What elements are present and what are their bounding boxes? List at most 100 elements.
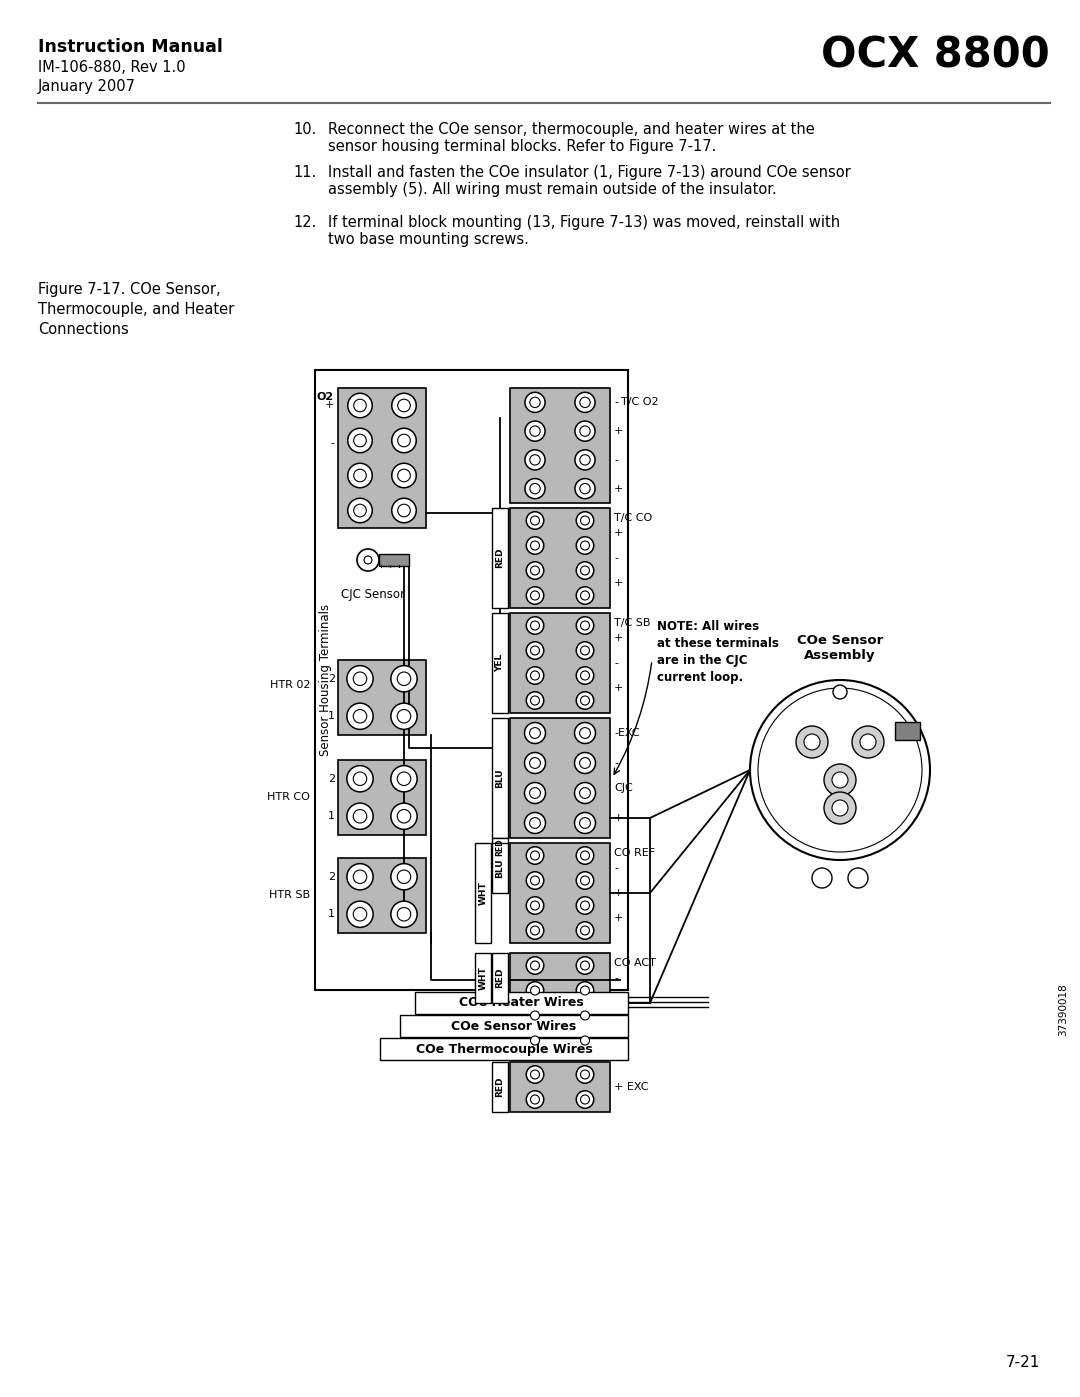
Bar: [510, 509, 610, 608]
Text: 7-21: 7-21: [1005, 1355, 1040, 1370]
Circle shape: [530, 541, 540, 550]
Circle shape: [580, 788, 591, 799]
Circle shape: [391, 703, 417, 729]
Text: WHT: WHT: [478, 882, 487, 905]
Circle shape: [525, 722, 545, 743]
Circle shape: [577, 1032, 594, 1049]
Circle shape: [397, 710, 410, 724]
Text: Reconnect the COe sensor, thermocouple, and heater wires at the
sensor housing t: Reconnect the COe sensor, thermocouple, …: [328, 122, 814, 155]
Circle shape: [581, 671, 590, 680]
Circle shape: [804, 733, 820, 750]
Circle shape: [526, 641, 543, 659]
Text: YEL: YEL: [496, 654, 504, 672]
Circle shape: [581, 622, 590, 630]
Text: COe Sensor Wires: COe Sensor Wires: [451, 1020, 577, 1032]
Circle shape: [526, 616, 543, 634]
Circle shape: [812, 868, 832, 888]
Circle shape: [577, 666, 594, 685]
Text: +: +: [615, 888, 623, 898]
Circle shape: [581, 961, 590, 970]
Circle shape: [581, 901, 590, 909]
Circle shape: [832, 800, 848, 816]
Circle shape: [577, 957, 594, 974]
Circle shape: [397, 672, 410, 686]
Text: CJC Sensor: CJC Sensor: [341, 588, 405, 601]
Text: +: +: [615, 813, 623, 823]
Text: RED: RED: [496, 968, 504, 988]
Circle shape: [397, 773, 410, 785]
Circle shape: [526, 692, 543, 710]
Circle shape: [530, 591, 540, 599]
Bar: [492, 842, 508, 893]
Circle shape: [526, 587, 543, 605]
Circle shape: [750, 680, 930, 861]
Circle shape: [577, 1091, 594, 1108]
Circle shape: [577, 872, 594, 890]
Text: -: -: [615, 972, 618, 983]
Circle shape: [530, 1070, 540, 1078]
Circle shape: [577, 616, 594, 634]
Circle shape: [575, 479, 595, 499]
Circle shape: [525, 782, 545, 803]
Circle shape: [364, 556, 372, 564]
Text: 2: 2: [328, 872, 335, 882]
Bar: [338, 659, 426, 735]
Text: -EXC: -EXC: [615, 728, 639, 738]
Text: COe Heater Wires: COe Heater Wires: [459, 996, 584, 1010]
Circle shape: [397, 809, 410, 823]
Circle shape: [580, 728, 591, 739]
Circle shape: [526, 666, 543, 685]
Circle shape: [575, 722, 595, 743]
Text: COe Sensor
Assembly: COe Sensor Assembly: [797, 634, 883, 662]
Circle shape: [525, 393, 545, 412]
Circle shape: [852, 726, 885, 759]
Circle shape: [526, 1032, 543, 1049]
Circle shape: [833, 685, 847, 698]
Text: -: -: [330, 439, 334, 448]
Circle shape: [860, 733, 876, 750]
Circle shape: [392, 429, 416, 453]
Text: +: +: [615, 483, 623, 495]
Circle shape: [530, 901, 540, 909]
Circle shape: [530, 696, 540, 705]
Circle shape: [580, 454, 590, 465]
Bar: [492, 838, 508, 856]
Text: +: +: [615, 426, 623, 436]
Circle shape: [526, 511, 543, 529]
Text: +: +: [325, 400, 334, 409]
Circle shape: [530, 566, 540, 576]
Circle shape: [581, 986, 590, 995]
Circle shape: [577, 982, 594, 999]
Circle shape: [577, 847, 594, 865]
Circle shape: [575, 393, 595, 412]
Bar: [400, 1016, 627, 1037]
Circle shape: [347, 863, 373, 890]
Text: WHT: WHT: [478, 967, 487, 990]
Circle shape: [530, 986, 540, 995]
Circle shape: [580, 397, 590, 408]
Text: T/C CO: T/C CO: [615, 513, 652, 522]
Circle shape: [529, 757, 540, 768]
Circle shape: [526, 536, 543, 555]
Text: T/C SB: T/C SB: [615, 617, 650, 629]
Circle shape: [581, 1011, 590, 1020]
Circle shape: [526, 1066, 543, 1083]
Bar: [510, 1062, 610, 1112]
Circle shape: [348, 499, 373, 522]
Text: -: -: [615, 397, 618, 407]
Text: + EXC: + EXC: [615, 1083, 648, 1092]
Circle shape: [397, 908, 410, 921]
Text: 2: 2: [328, 774, 335, 784]
Bar: [492, 953, 508, 1003]
Circle shape: [397, 504, 410, 517]
Circle shape: [348, 429, 373, 453]
Circle shape: [530, 426, 540, 436]
Circle shape: [575, 753, 595, 774]
Text: 10.: 10.: [293, 122, 316, 137]
Circle shape: [575, 782, 595, 803]
Text: HTR 02: HTR 02: [270, 680, 310, 690]
Text: 2: 2: [328, 673, 335, 685]
Circle shape: [580, 483, 590, 493]
Circle shape: [577, 511, 594, 529]
Circle shape: [526, 1091, 543, 1108]
